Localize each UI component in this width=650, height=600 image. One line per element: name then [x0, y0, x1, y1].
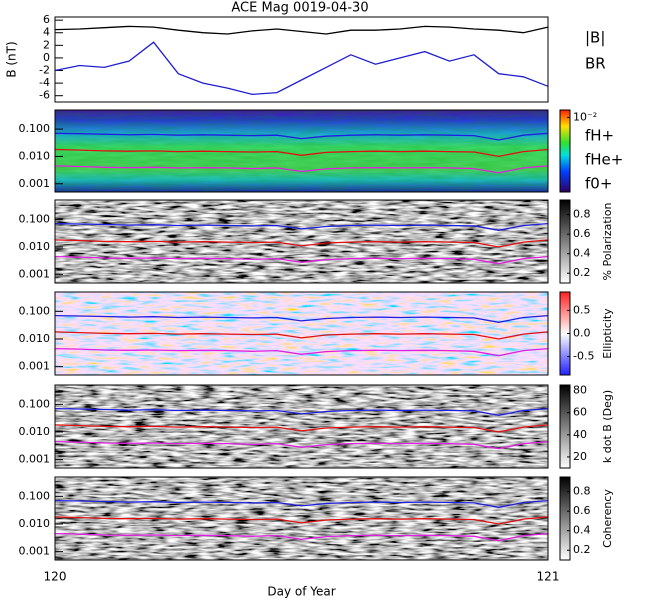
series-line: [54, 424, 549, 433]
legend-entry: fH+: [585, 127, 614, 145]
colorbar-label: k dot B (Deg): [601, 390, 614, 463]
colorbar-tick-label: 0.4: [573, 524, 591, 537]
series-line: [54, 314, 549, 323]
plot-frame: [54, 384, 549, 469]
colorbar-label: Coherency: [601, 489, 614, 548]
colorbar-tick-label: 0.2: [573, 543, 591, 556]
y-tick-label: 0.100: [19, 397, 51, 410]
y-tick-label: -6: [39, 89, 50, 102]
plot-frame: [54, 291, 549, 376]
colorbar-tick-label: 0.4: [573, 247, 591, 260]
colorbar-tick-label: 80: [573, 384, 587, 397]
series-line: [54, 516, 549, 525]
colorbar: [559, 384, 571, 469]
x-tick-label: 120: [44, 570, 67, 584]
series-line: [54, 239, 549, 248]
series-line: [54, 347, 549, 357]
colorbar-tick-label: 60: [573, 406, 587, 419]
colorbar-tick-label: 0.0: [573, 327, 591, 340]
y-tick-label: 0.010: [19, 149, 51, 162]
series-line: [54, 255, 549, 265]
colorbar-label: Ellipticity: [601, 308, 614, 359]
series-line: [54, 331, 549, 340]
legend-entry: |B|: [585, 29, 605, 47]
series-line: [54, 25, 549, 35]
series-line: [54, 148, 549, 158]
legend-entry: BR: [585, 55, 606, 73]
series-line: [54, 41, 549, 96]
legend-entry: f0+: [585, 175, 612, 193]
x-tick-label: 121: [537, 570, 560, 584]
colorbar-tick-label: 0.8: [573, 485, 591, 498]
y-tick-label: 0.001: [19, 268, 51, 281]
series-line: [54, 165, 549, 174]
colorbar-label: % Polarization: [601, 203, 614, 281]
colorbar-tick-label: 40: [573, 428, 587, 441]
series-line: [54, 532, 549, 542]
legend-entry: fHe+: [585, 151, 623, 169]
colorbar-tick-label: 10⁻²: [573, 110, 597, 123]
y-tick-label: 0.001: [19, 453, 51, 466]
plot-frame: [54, 199, 549, 284]
series-line: [54, 440, 549, 450]
colorbar: [559, 109, 571, 193]
y-tick-label: 2: [43, 38, 50, 51]
colorbar-tick-label: 0.2: [573, 266, 591, 279]
y-tick-label: 0.100: [19, 212, 51, 225]
plot-frame: [54, 109, 549, 193]
y-tick-label: 0.100: [19, 304, 51, 317]
series-line: [54, 499, 549, 508]
x-axis-label: Day of Year: [267, 585, 335, 599]
y-axis-label: B (nT): [5, 41, 19, 77]
y-tick-label: 0.010: [19, 425, 51, 438]
y-tick-label: -4: [39, 76, 50, 89]
colorbar-tick-label: 0.5: [573, 303, 591, 316]
y-tick-label: 0.001: [19, 360, 51, 373]
y-tick-label: 6: [43, 13, 50, 26]
colorbar-tick-label: 0.6: [573, 227, 591, 240]
colorbar: [559, 199, 571, 284]
y-tick-label: 0.001: [19, 177, 51, 190]
y-tick-label: 0.100: [19, 122, 51, 135]
colorbar: [559, 476, 571, 561]
y-tick-label: -2: [39, 64, 50, 77]
plot-frame: [54, 16, 549, 103]
series-line: [54, 407, 549, 416]
y-tick-label: 0.001: [19, 545, 51, 558]
series-line: [54, 132, 549, 141]
colorbar-tick-label: 0.6: [573, 504, 591, 517]
y-tick-label: 0.010: [19, 517, 51, 530]
y-tick-label: 0.010: [19, 332, 51, 345]
colorbar-tick-label: 20: [573, 450, 587, 463]
series-line: [54, 222, 549, 231]
colorbar-tick-label: -0.5: [573, 350, 594, 363]
y-tick-label: 4: [43, 26, 50, 39]
colorbar-tick-label: 0.8: [573, 208, 591, 221]
y-tick-label: 0.010: [19, 240, 51, 253]
chart-title: ACE Mag 0019-04-30: [231, 1, 368, 16]
plot-frame: [54, 476, 549, 561]
y-tick-label: 0: [43, 51, 50, 64]
y-tick-label: 0.100: [19, 489, 51, 502]
